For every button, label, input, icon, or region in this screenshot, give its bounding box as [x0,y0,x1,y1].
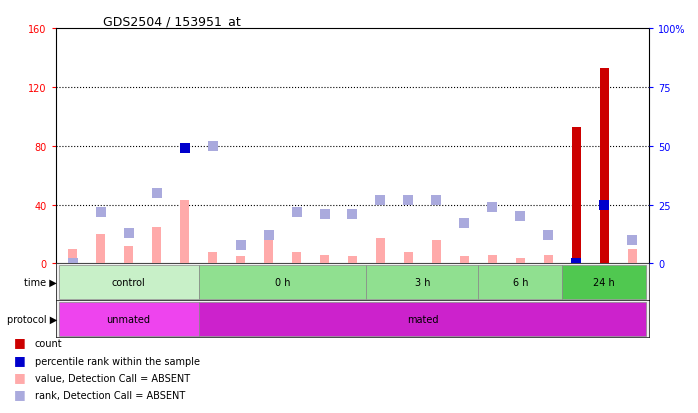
Text: ■: ■ [14,335,26,348]
Bar [320,255,329,264]
Bar [516,258,525,264]
FancyBboxPatch shape [59,266,198,299]
Bar [404,252,413,264]
Bar [544,255,553,264]
Point [459,221,470,227]
Point [627,237,638,244]
Bar [292,252,301,264]
Text: value, Detection Call = ABSENT: value, Detection Call = ABSENT [35,373,190,383]
Bar [572,127,581,264]
Text: GDS2504 / 153951_at: GDS2504 / 153951_at [103,15,241,28]
Text: ■: ■ [14,353,26,366]
Text: percentile rank within the sample: percentile rank within the sample [35,356,200,366]
Point [431,197,442,204]
Bar [348,256,357,264]
Point [151,190,162,197]
FancyBboxPatch shape [59,303,198,336]
Bar [236,256,245,264]
Text: unmated: unmated [107,314,151,324]
Point [599,202,610,209]
Text: ■: ■ [14,387,26,400]
Text: control: control [112,277,145,287]
FancyBboxPatch shape [198,266,366,299]
Bar [628,249,637,264]
Point [95,209,106,216]
Point [67,261,78,267]
Bar [488,255,497,264]
Point [263,232,274,239]
Bar [600,69,609,264]
Bar [96,235,105,264]
Text: 0 h: 0 h [275,277,290,287]
Point [235,242,246,248]
Text: count: count [35,338,63,348]
Point [207,143,218,150]
Text: 3 h: 3 h [415,277,430,287]
Text: 6 h: 6 h [512,277,528,287]
Text: ■: ■ [14,370,26,383]
FancyBboxPatch shape [563,266,646,299]
Point [375,197,386,204]
Bar [152,227,161,264]
Point [515,214,526,220]
Point [291,209,302,216]
Point [347,211,358,218]
Bar [460,256,469,264]
Point [543,232,554,239]
Point [571,261,582,267]
FancyBboxPatch shape [198,303,646,336]
Text: protocol ▶: protocol ▶ [7,314,57,324]
Text: rank, Detection Call = ABSENT: rank, Detection Call = ABSENT [35,390,185,400]
Text: mated: mated [407,314,438,324]
Bar [208,252,217,264]
FancyBboxPatch shape [478,266,563,299]
Bar [432,240,441,264]
Text: time ▶: time ▶ [24,277,57,287]
Bar [376,239,385,264]
Bar [180,201,189,264]
Bar [68,249,77,264]
Bar [264,237,273,264]
Point [319,211,330,218]
Point [403,197,414,204]
Bar [124,246,133,264]
Point [487,204,498,211]
Point [179,145,190,152]
Text: 24 h: 24 h [593,277,615,287]
FancyBboxPatch shape [366,266,478,299]
Point [123,230,134,237]
